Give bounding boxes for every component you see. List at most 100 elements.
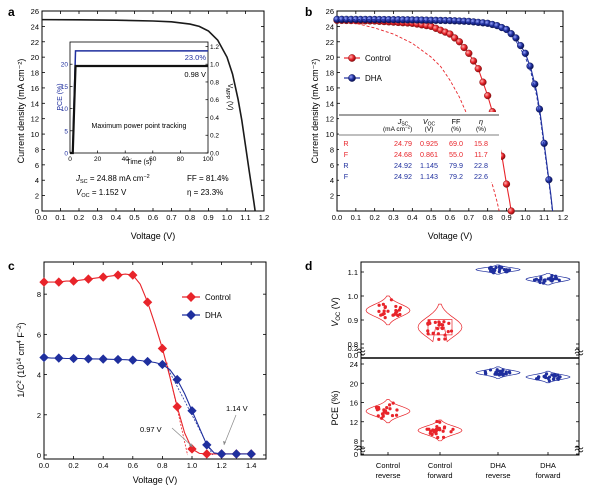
y-tick-label: 22 bbox=[31, 38, 39, 47]
panel-b-legend: Control DHA bbox=[344, 54, 391, 83]
d-data-point bbox=[497, 270, 501, 274]
panel-b-marker bbox=[540, 139, 548, 147]
d-category-label-line2: reverse bbox=[485, 471, 510, 480]
table-rows: R 24.79 0.925 69.0 15.8 F 24.68 0.861 55.0 11.7 R 2… bbox=[343, 139, 488, 181]
panel-d-top-y-label: VOC (V) bbox=[330, 297, 342, 327]
voc-annotation: VOC = 1.152 V bbox=[76, 188, 127, 199]
inset-x-ticks: 0 20 40 60 80 100 bbox=[68, 150, 214, 163]
x-tick-label: 1.4 bbox=[246, 461, 256, 470]
d-distribution-outline bbox=[525, 273, 571, 286]
inset-vmpp-value: 0.98 V bbox=[184, 70, 206, 79]
y-tick-label: 12 bbox=[326, 115, 334, 124]
d-bottom-y-tick-label: 16 bbox=[350, 399, 358, 408]
y-tick-label: 26 bbox=[326, 7, 334, 16]
panel-b-marker bbox=[512, 34, 520, 42]
legend-control-label: Control bbox=[365, 54, 391, 63]
x-tick-label: 0.0 bbox=[37, 213, 47, 222]
panel-a-x-label: Voltage (V) bbox=[131, 231, 176, 241]
y-tick-label: 20 bbox=[31, 53, 39, 62]
table-cell-voc: 0.925 bbox=[420, 139, 438, 148]
inset-y2-tick-label: 0.6 bbox=[210, 97, 219, 104]
d-category-label-line1: DHA bbox=[540, 461, 556, 470]
d-data-point bbox=[383, 305, 387, 310]
inset-pce-value: 23.0% bbox=[185, 53, 207, 62]
d-data-point bbox=[398, 305, 403, 310]
y-tick-label: 4 bbox=[37, 371, 41, 380]
d-data-point bbox=[449, 329, 454, 333]
inset-y2-label: VMPP (V) bbox=[224, 84, 233, 111]
panel-b-marker bbox=[451, 34, 459, 42]
d-data-point bbox=[436, 332, 440, 336]
table-cell-pce: 22.8 bbox=[474, 161, 488, 170]
table-header-ff-unit: (%) bbox=[451, 126, 461, 133]
d-data-point bbox=[492, 269, 496, 273]
panel-c-marker bbox=[216, 449, 227, 459]
panel-c-marker bbox=[187, 406, 197, 416]
x-tick-label: 1.0 bbox=[187, 461, 197, 470]
d-data-point bbox=[441, 429, 445, 433]
panel-b-marker bbox=[465, 49, 473, 57]
d-data-point bbox=[386, 309, 390, 313]
panel-a-jv-line bbox=[41, 18, 256, 212]
d-top-y-tick-label: 0.8 bbox=[348, 340, 358, 349]
panel-c-marker bbox=[142, 356, 153, 367]
inset-y2-tick-label: 0.2 bbox=[210, 133, 219, 140]
inset-y2-tick-label: 1.0 bbox=[210, 62, 219, 69]
voc-control-arrow bbox=[171, 427, 194, 448]
panel-b-marker bbox=[531, 80, 539, 88]
axis-break-mark bbox=[356, 348, 366, 353]
y-tick-label: 14 bbox=[31, 99, 39, 108]
panel-d-label: d bbox=[305, 259, 312, 273]
panel-b-label: b bbox=[305, 5, 312, 19]
table-cell-pce: 22.6 bbox=[474, 172, 488, 181]
y-tick-label: 8 bbox=[37, 290, 41, 299]
panel-d-bottom-y-label: PCE (%) bbox=[330, 390, 340, 425]
d-box bbox=[427, 319, 453, 336]
legend-c-control-label: Control bbox=[205, 293, 231, 302]
panel-c-marker bbox=[54, 277, 64, 287]
panel-a-y-label: Current density (mA cm⁻²) bbox=[16, 59, 26, 164]
panel-c-y-ticks: 0 2 4 6 8 bbox=[37, 290, 266, 460]
panel-a-annotations: JSC = 24.88 mA cm−2 VOC = 1.152 V FF = 8… bbox=[75, 174, 229, 199]
d-data-point bbox=[539, 275, 543, 280]
d-top-group bbox=[365, 295, 411, 326]
d-distribution-outline bbox=[475, 264, 521, 275]
panel-a-label: a bbox=[8, 5, 15, 19]
d-bottom-y-tick-label: 12 bbox=[350, 418, 358, 427]
inset-y2-label-sub: MPP bbox=[224, 88, 230, 100]
panel-b-marker bbox=[474, 65, 482, 73]
inset-frame bbox=[69, 41, 209, 154]
panel-c-marker bbox=[231, 449, 242, 459]
d-data-point bbox=[557, 278, 561, 282]
y-tick-label: 16 bbox=[31, 84, 39, 93]
panel-c-legend: Control DHA bbox=[182, 292, 231, 320]
d-data-point bbox=[391, 401, 395, 405]
x-tick-label: 0.7 bbox=[166, 213, 176, 222]
x-tick-label: 0.3 bbox=[388, 213, 398, 222]
legend-control-marker bbox=[348, 54, 356, 62]
d-data-point bbox=[497, 373, 501, 377]
d-data-point bbox=[500, 369, 504, 373]
inset-y2-tick-label: 1.2 bbox=[210, 44, 219, 51]
d-data-point bbox=[394, 304, 398, 309]
d-data-point bbox=[376, 414, 380, 418]
y-tick-label: 10 bbox=[326, 130, 334, 139]
panel-b-x-label: Voltage (V) bbox=[428, 231, 473, 241]
d-data-point bbox=[392, 313, 396, 317]
inset-x-tick-label: 0 bbox=[68, 156, 72, 163]
d-data-point bbox=[440, 322, 444, 327]
d-data-point bbox=[554, 274, 558, 278]
d-data-point bbox=[552, 377, 556, 381]
y-tick-label: 12 bbox=[31, 115, 39, 124]
x-tick-label: 0.4 bbox=[98, 461, 108, 470]
table-cell-scan: F bbox=[344, 172, 349, 181]
d-data-point bbox=[488, 368, 493, 372]
panel-d-points bbox=[365, 264, 571, 442]
panel-b-line-3 bbox=[336, 18, 553, 212]
d-top-y-tick-label: 1.0 bbox=[348, 292, 358, 301]
panel-c-marker bbox=[187, 444, 197, 454]
d-data-point bbox=[549, 276, 554, 281]
y-tick-label: 8 bbox=[35, 145, 39, 154]
d-category-label-line1: DHA bbox=[490, 461, 506, 470]
d-data-point bbox=[435, 427, 440, 432]
